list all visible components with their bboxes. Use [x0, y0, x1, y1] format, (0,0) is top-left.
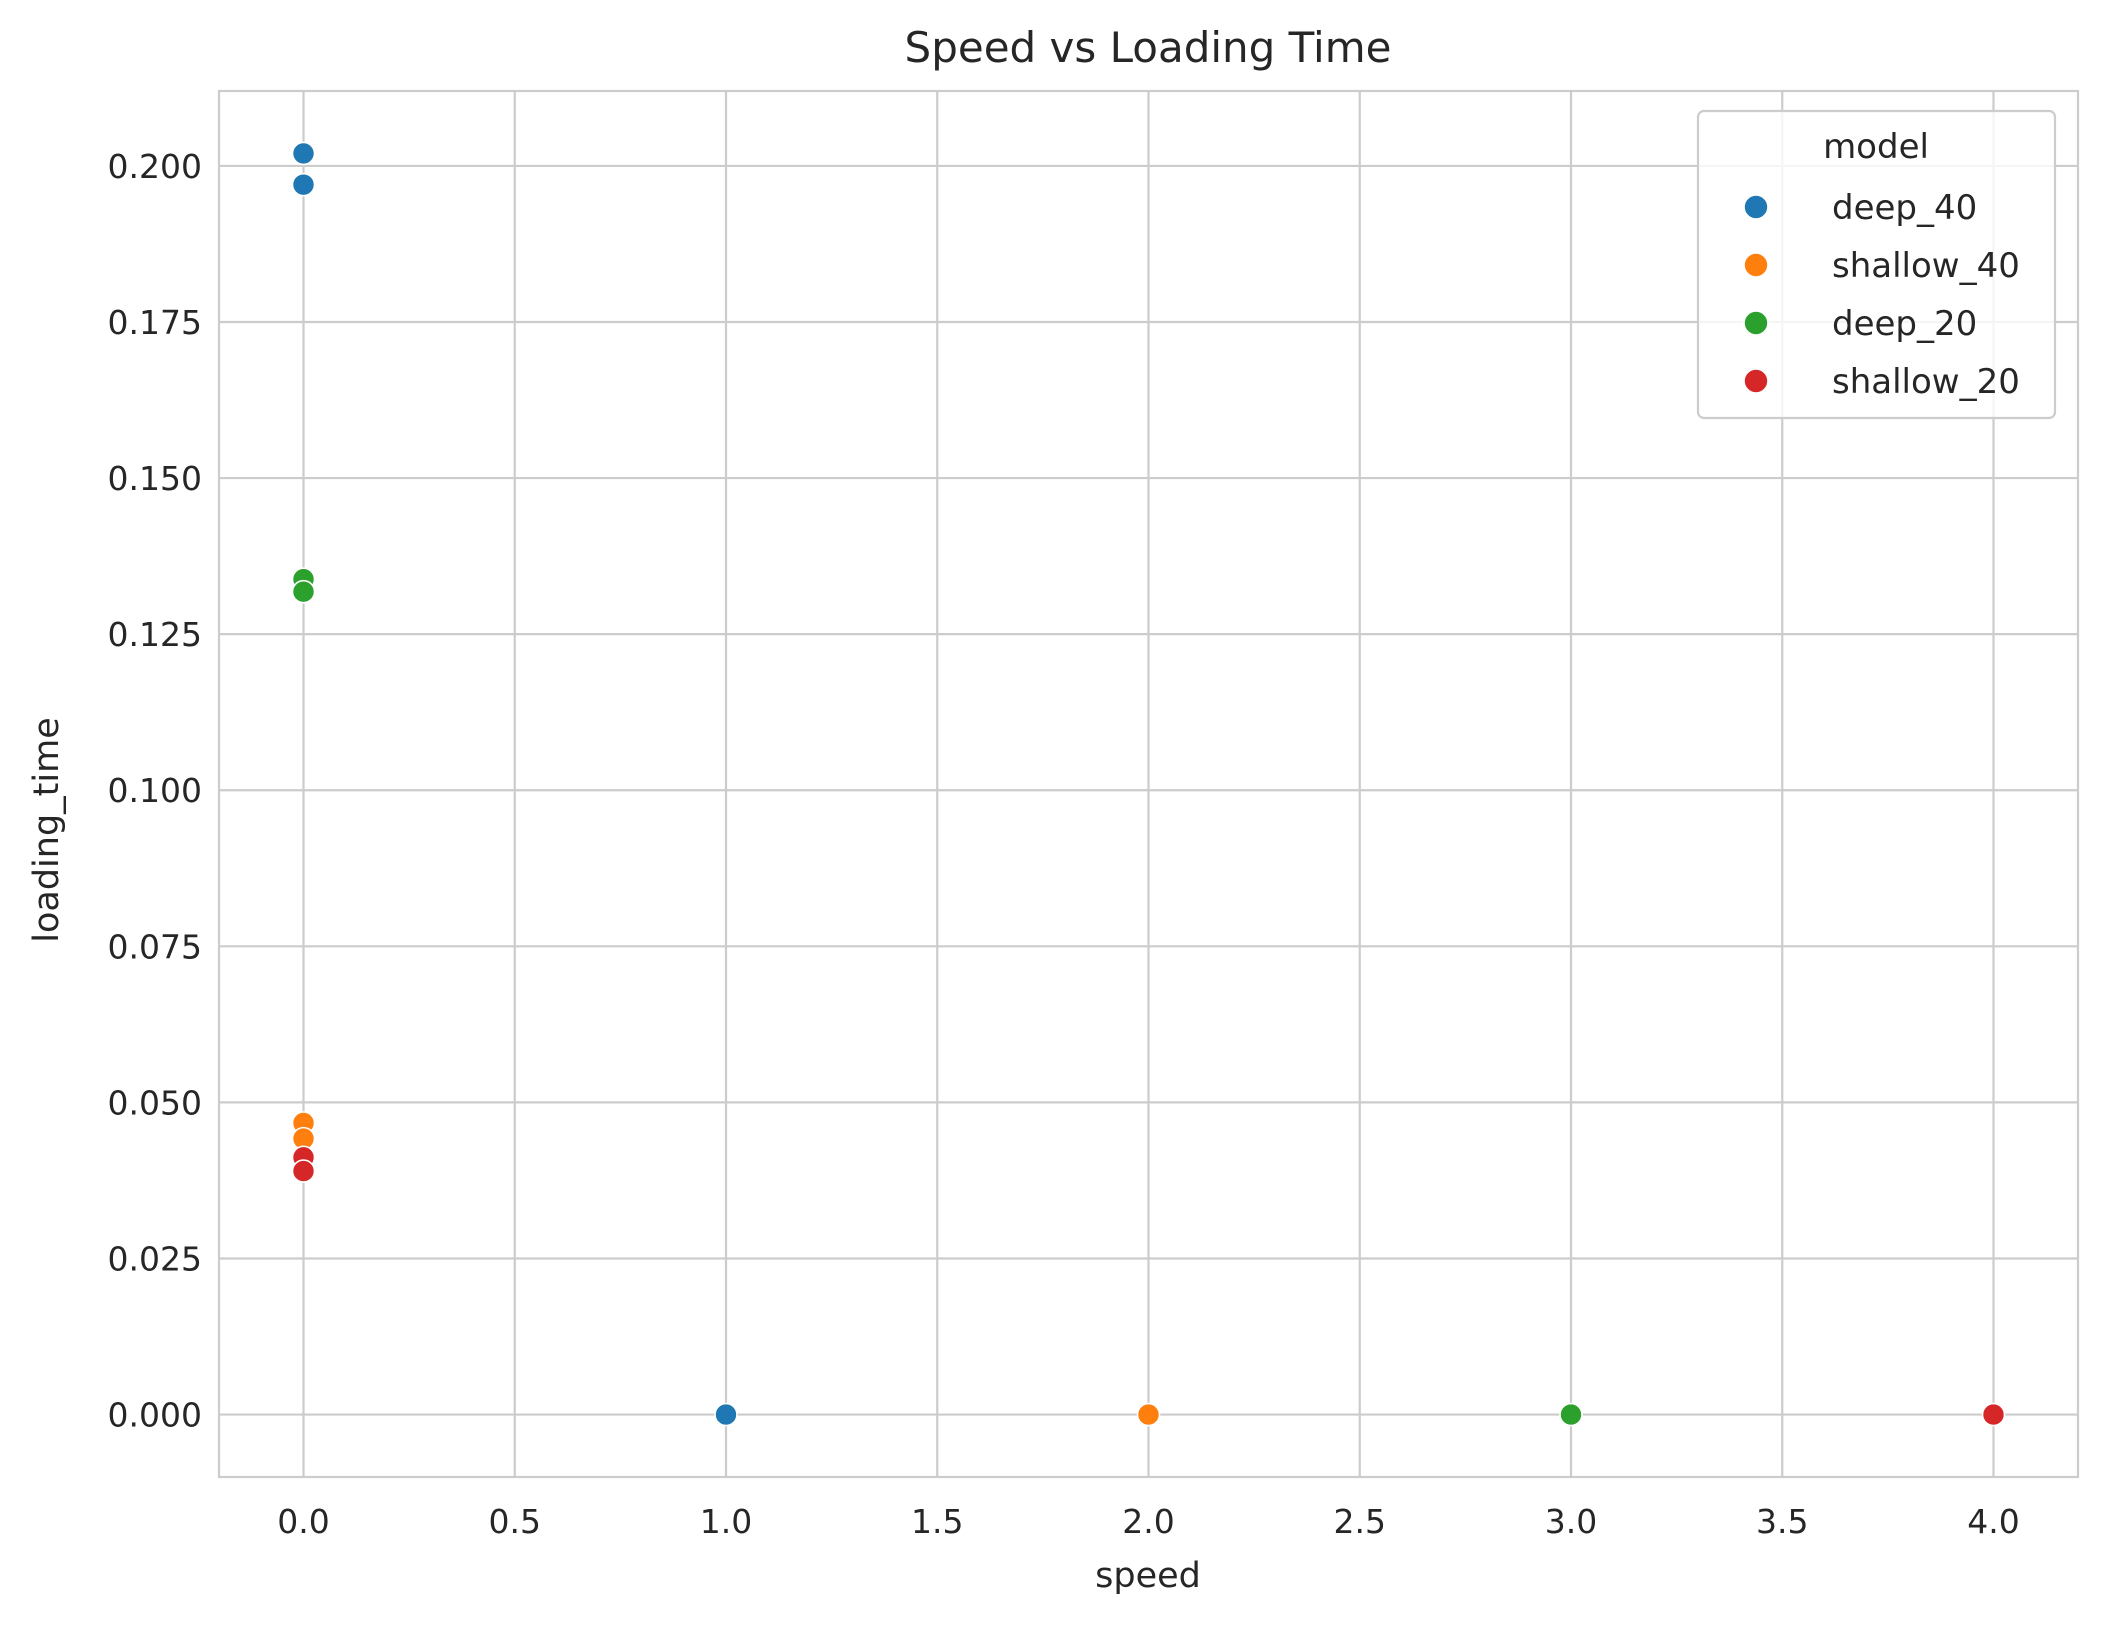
y-axis-label: loading_time — [27, 717, 67, 943]
legend-marker-deep_20 — [1743, 310, 1769, 336]
legend-title: model — [1823, 127, 1929, 167]
grid-lines — [219, 91, 2078, 1477]
plot-frame — [217, 89, 2080, 1479]
legend: model deep_40 shallow_40 deep_20 shallow_20 — [1696, 109, 2057, 420]
x-tick-labels: 0.0 0.5 1.0 1.5 2.0 2.5 3.0 3.5 4.0 — [277, 1502, 2019, 1541]
legend-label-shallow_20: shallow_20 — [1832, 362, 2020, 402]
data-point-shallow_20 — [291, 1159, 316, 1183]
legend-label-shallow_40: shallow_40 — [1832, 246, 2020, 286]
y-tick-labels: 0.000 0.025 0.050 0.075 0.100 0.125 0.150 0.175… — [108, 147, 202, 1435]
y-tick-label: 0.025 — [108, 1239, 202, 1278]
y-tick-label: 0.000 — [108, 1396, 202, 1435]
y-tick-label: 0.125 — [108, 615, 202, 654]
y-tick-label: 0.075 — [108, 927, 202, 966]
x-tick-label: 0.0 — [277, 1502, 329, 1541]
y-tick-label: 0.050 — [108, 1083, 202, 1122]
legend-marker-deep_40 — [1743, 194, 1769, 220]
chart-title: Speed vs Loading Time — [905, 23, 1392, 72]
data-points — [291, 141, 2006, 1427]
x-tick-label: 1.0 — [700, 1502, 752, 1541]
x-tick-label: 3.5 — [1756, 1502, 1808, 1541]
legend-label-deep_20: deep_20 — [1832, 304, 1977, 344]
data-point-deep_40 — [291, 141, 316, 166]
y-tick-label: 0.150 — [108, 459, 202, 498]
x-tick-label: 4.0 — [1967, 1502, 2019, 1541]
legend-marker-shallow_40 — [1743, 252, 1769, 278]
x-tick-label: 0.5 — [489, 1502, 541, 1541]
legend-box — [1696, 109, 2057, 420]
data-point-deep_20 — [291, 579, 316, 604]
data-point-shallow_40 — [1136, 1402, 1161, 1427]
x-tick-label: 1.5 — [911, 1502, 963, 1541]
legend-label-deep_40: deep_40 — [1832, 188, 1977, 228]
legend-marker-shallow_20 — [1743, 368, 1769, 394]
x-axis-label: speed — [1095, 1556, 1201, 1596]
data-point-deep_40 — [291, 172, 316, 197]
data-point-shallow_20 — [1981, 1402, 2006, 1427]
x-tick-label: 2.5 — [1334, 1502, 1386, 1541]
y-tick-label: 0.200 — [108, 147, 202, 186]
y-tick-label: 0.100 — [108, 771, 202, 810]
x-tick-label: 3.0 — [1545, 1502, 1597, 1541]
legend-items: deep_40 shallow_40 deep_20 shallow_20 — [1743, 188, 2020, 402]
y-tick-label: 0.175 — [108, 303, 202, 342]
x-tick-label: 2.0 — [1122, 1502, 1174, 1541]
data-point-deep_40 — [714, 1402, 738, 1427]
data-point-deep_20 — [1559, 1402, 1583, 1427]
